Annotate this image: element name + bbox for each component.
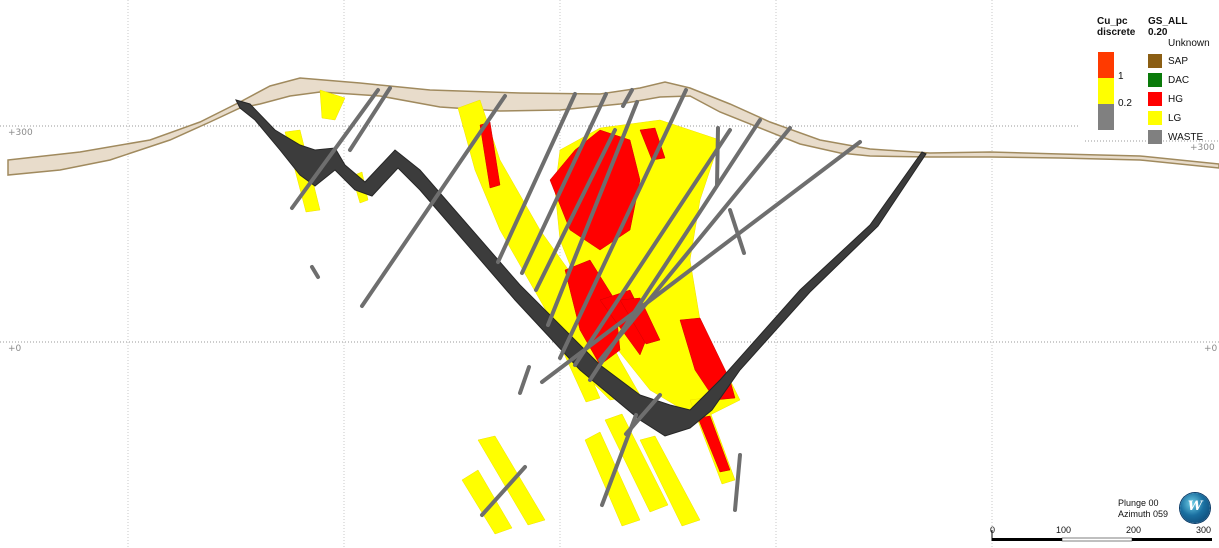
elevation-label-300-left: +300 (8, 128, 33, 138)
scale-bar (991, 530, 1212, 542)
gs-item-waste: WASTE (1168, 132, 1204, 143)
scale-tick-300: 300 (1196, 525, 1212, 535)
scale-tick-0: 0 (990, 525, 996, 535)
gs-item-hg: HG (1168, 94, 1183, 105)
pit-shell (235, 99, 927, 437)
lg-domain (284, 89, 741, 535)
cu-legend-title-line2: discrete (1097, 27, 1136, 38)
elevation-label-0-left: +0 (8, 344, 22, 354)
elevation-label-0-right: +0 (1204, 344, 1218, 354)
cu-threshold-0-2: 0.2 (1118, 98, 1132, 109)
gs-swatch-hg (1148, 92, 1162, 106)
elevation-label-300-right: +300 (1190, 143, 1215, 153)
gs-swatch-dac (1148, 73, 1162, 87)
gs-item-sap: SAP (1168, 56, 1189, 67)
gs-legend-title: GS_ALL 0.20 (1148, 16, 1188, 38)
cu-swatch-low (1098, 104, 1114, 130)
gs-item-lg: LG (1168, 113, 1182, 124)
drillhole-traces (290, 86, 862, 517)
gs-item-unknown: Unknown (1168, 38, 1210, 49)
gs-swatch-lg (1148, 111, 1162, 125)
plunge-label: Plunge 00 (1118, 498, 1159, 508)
compass-globe-icon: W (1180, 493, 1210, 523)
cu-swatch-mid (1098, 78, 1114, 104)
azimuth-label: Azimuth 059 (1118, 509, 1169, 519)
cu-swatch-high (1098, 52, 1114, 78)
scale-tick-100: 100 (1056, 525, 1072, 535)
cu-threshold-1: 1 (1118, 71, 1124, 82)
cu-legend-title-line1: Cu_pc (1097, 16, 1128, 27)
scale-tick-200: 200 (1126, 525, 1142, 535)
gs-swatch-waste (1148, 130, 1162, 144)
gs-item-dac: DAC (1168, 75, 1190, 86)
gs-swatch-sap (1148, 54, 1162, 68)
topography-band (7, 77, 1219, 176)
